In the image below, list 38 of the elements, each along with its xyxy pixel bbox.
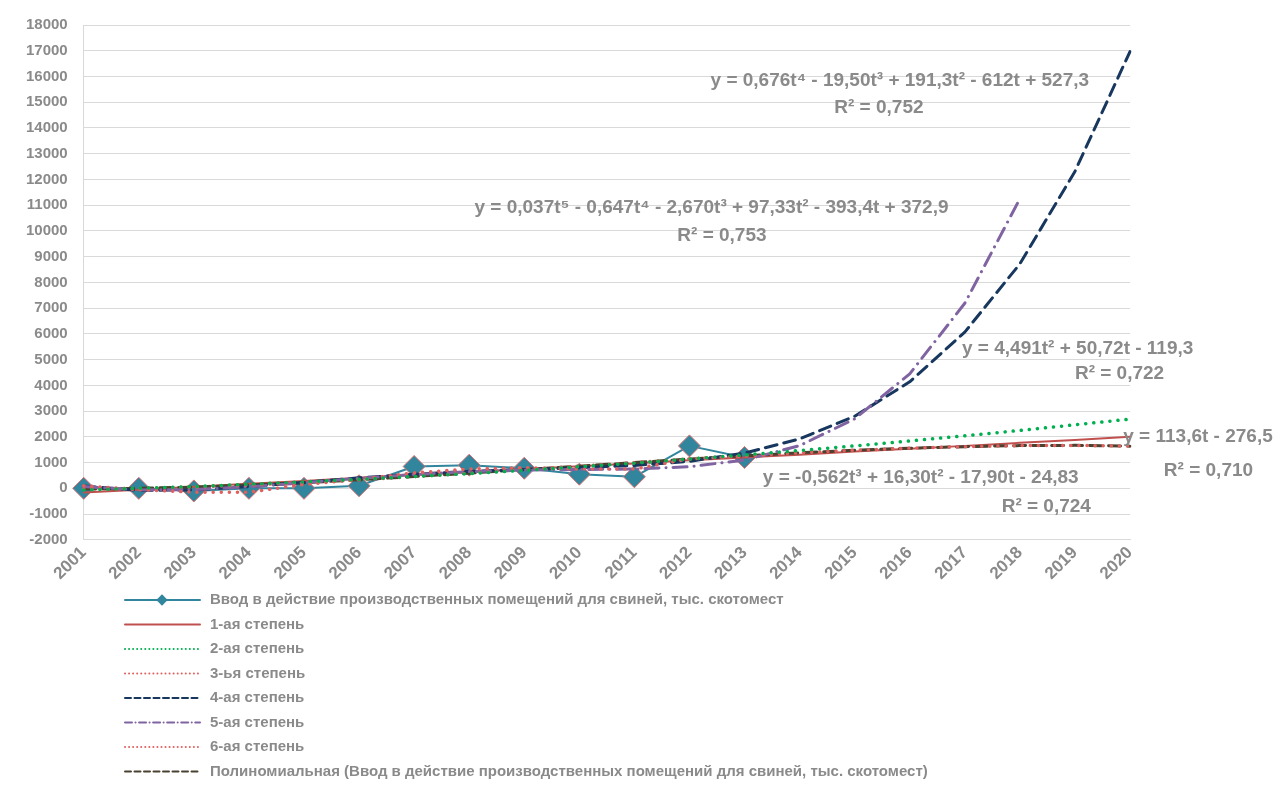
y-tick-label: 13000 <box>25 143 68 161</box>
legend-label: 1-ая степень <box>210 614 305 632</box>
annotation: R² = 0,722 <box>1074 361 1165 383</box>
annotation: R² = 0,753 <box>677 224 767 246</box>
y-tick-label: 9000 <box>34 246 68 264</box>
y-tick-label: 15000 <box>25 92 68 110</box>
text: R² = 0,710 <box>1163 458 1254 480</box>
y-tick-label: 8000 <box>34 272 68 290</box>
y-tick-label: 1000 <box>34 452 68 470</box>
y-tick-label: 3000 <box>34 401 68 419</box>
legend-label: 2-ая степень <box>210 639 305 657</box>
legend-label: 4-ая степень <box>210 688 305 706</box>
y-tick-label: 14000 <box>25 118 68 136</box>
y-tick-label: 5000 <box>34 349 68 367</box>
annotation: R² = 0,752 <box>834 95 924 117</box>
y-tick-label: 16000 <box>25 66 68 84</box>
annotation: y = 4,491t² + 50,72t - 119,3 <box>962 336 1194 358</box>
y-tick-label: 4000 <box>34 375 68 393</box>
legend-label: 5-ая степень <box>210 712 305 730</box>
y-tick-label: 11000 <box>26 195 68 213</box>
annotation: R² = 0,724 <box>1001 494 1092 516</box>
annotation: y = -0,562t³ + 16,30t² - 17,90t - 24,83 <box>762 466 1079 488</box>
y-tick-label: 10000 <box>25 221 68 239</box>
y-tick-label: 17000 <box>25 40 68 58</box>
y-tick-label: 0 <box>59 478 68 496</box>
legend-label: Ввод в действие производственных помещений для свиней, тыс. скотомест <box>210 590 784 608</box>
legend-label: 6-ая степень <box>210 737 305 755</box>
y-tick-label: -2000 <box>29 529 68 547</box>
legend-label: Полиномиальная (Ввод в действие производственных помещений для свиней, тыс. скотомест) <box>210 761 928 779</box>
y-tick-label: 7000 <box>34 298 68 316</box>
annotation: y = 0,037t⁵ - 0,647t⁴ - 2,670t³ + 97,33t² - 393,4t + 372,9 <box>474 196 949 217</box>
y-tick-label: 6000 <box>34 324 68 342</box>
annotation: y = 0,676t⁴ - 19,50t³ + 191,3t² - 612t + 527,3 <box>710 68 1090 90</box>
y-tick-label: 12000 <box>25 169 68 187</box>
legend-label: 3-ья степень <box>210 663 306 681</box>
y-tick-label: -1000 <box>29 504 68 522</box>
y-tick-label: 18000 <box>25 15 68 33</box>
y-tick-label: 2000 <box>34 427 68 445</box>
